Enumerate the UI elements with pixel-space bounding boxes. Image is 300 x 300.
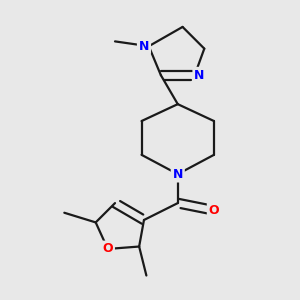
Text: N: N (194, 69, 205, 82)
Text: O: O (208, 204, 219, 217)
Text: O: O (103, 242, 113, 256)
Text: N: N (139, 40, 149, 53)
Text: N: N (172, 168, 183, 181)
